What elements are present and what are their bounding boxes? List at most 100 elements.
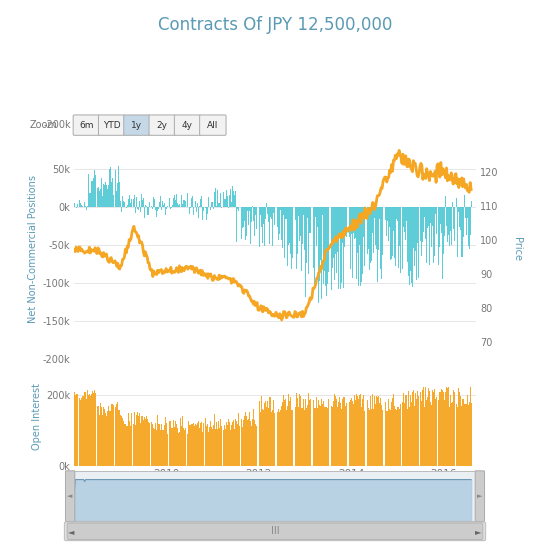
Bar bbox=[430, 403, 431, 466]
Bar bbox=[274, 207, 276, 229]
Bar bbox=[339, 207, 340, 236]
Bar bbox=[215, 429, 216, 466]
Bar bbox=[85, 392, 86, 466]
Bar bbox=[98, 406, 100, 466]
Bar bbox=[351, 399, 352, 466]
Bar bbox=[450, 207, 451, 231]
Bar bbox=[375, 404, 376, 466]
Bar bbox=[107, 189, 108, 207]
Bar bbox=[415, 207, 416, 251]
Bar bbox=[459, 207, 460, 227]
Bar bbox=[287, 207, 288, 266]
Bar bbox=[88, 395, 89, 466]
Bar bbox=[321, 399, 322, 466]
Bar bbox=[289, 401, 290, 466]
Bar bbox=[157, 415, 158, 466]
Bar bbox=[76, 394, 78, 466]
Bar bbox=[141, 194, 142, 207]
Bar bbox=[348, 207, 349, 232]
Bar bbox=[298, 207, 299, 216]
Bar bbox=[284, 207, 285, 258]
Bar bbox=[460, 397, 461, 466]
Bar bbox=[258, 403, 260, 466]
Bar bbox=[444, 207, 445, 236]
Bar bbox=[392, 207, 393, 256]
Bar bbox=[455, 207, 456, 239]
Bar bbox=[355, 207, 356, 238]
Bar bbox=[410, 395, 411, 466]
Bar bbox=[350, 207, 351, 269]
Bar bbox=[181, 426, 182, 466]
Bar bbox=[118, 410, 119, 466]
Bar bbox=[392, 398, 393, 466]
Bar bbox=[169, 198, 170, 207]
Bar bbox=[348, 402, 349, 466]
Bar bbox=[227, 196, 228, 207]
Bar bbox=[417, 397, 419, 466]
Bar bbox=[265, 401, 266, 466]
Bar bbox=[326, 408, 327, 466]
Bar bbox=[372, 394, 373, 466]
Bar bbox=[357, 395, 358, 466]
Bar bbox=[212, 202, 213, 207]
Bar bbox=[152, 424, 153, 466]
Bar bbox=[295, 406, 296, 466]
Bar bbox=[429, 207, 430, 265]
Bar bbox=[266, 408, 267, 466]
Bar bbox=[305, 207, 306, 296]
Bar bbox=[195, 201, 196, 207]
Bar bbox=[185, 428, 186, 466]
Bar bbox=[76, 205, 78, 207]
Bar bbox=[315, 409, 316, 466]
Bar bbox=[86, 399, 87, 466]
Bar bbox=[219, 193, 221, 207]
Bar bbox=[260, 412, 261, 466]
Bar bbox=[176, 195, 177, 207]
Bar bbox=[356, 394, 357, 466]
Bar bbox=[87, 390, 88, 466]
Bar bbox=[421, 402, 422, 466]
Bar bbox=[315, 207, 316, 217]
Bar bbox=[338, 207, 339, 289]
Bar bbox=[370, 207, 371, 263]
Y-axis label: Open Interest: Open Interest bbox=[32, 383, 42, 450]
Bar bbox=[397, 207, 398, 221]
Bar bbox=[404, 207, 405, 232]
Bar bbox=[441, 207, 442, 233]
Bar bbox=[89, 394, 90, 466]
Bar bbox=[229, 195, 230, 207]
Bar bbox=[108, 406, 109, 466]
Bar bbox=[170, 421, 171, 466]
Bar bbox=[414, 207, 415, 267]
Bar bbox=[317, 207, 318, 227]
Bar bbox=[266, 204, 267, 207]
Bar bbox=[291, 207, 292, 268]
Bar bbox=[293, 409, 294, 466]
Bar bbox=[253, 409, 254, 466]
Bar bbox=[451, 403, 452, 466]
Bar bbox=[143, 420, 144, 466]
Bar bbox=[449, 207, 450, 246]
Bar bbox=[173, 420, 174, 466]
Bar bbox=[319, 207, 320, 281]
Bar bbox=[229, 422, 230, 466]
Bar bbox=[272, 410, 273, 466]
Text: 4y: 4y bbox=[182, 120, 193, 130]
Bar bbox=[81, 398, 82, 466]
Bar bbox=[208, 432, 209, 466]
Bar bbox=[211, 427, 212, 466]
Bar bbox=[148, 422, 149, 466]
Bar bbox=[174, 195, 175, 207]
Bar bbox=[283, 207, 284, 215]
Bar bbox=[281, 406, 282, 466]
Bar bbox=[379, 207, 381, 269]
Bar bbox=[461, 207, 462, 257]
Bar bbox=[316, 397, 317, 466]
Bar bbox=[354, 395, 355, 466]
Bar bbox=[245, 412, 246, 466]
Bar bbox=[191, 198, 192, 207]
Bar bbox=[325, 407, 326, 466]
Bar bbox=[80, 400, 81, 466]
Bar bbox=[267, 207, 268, 213]
Bar bbox=[359, 395, 360, 466]
